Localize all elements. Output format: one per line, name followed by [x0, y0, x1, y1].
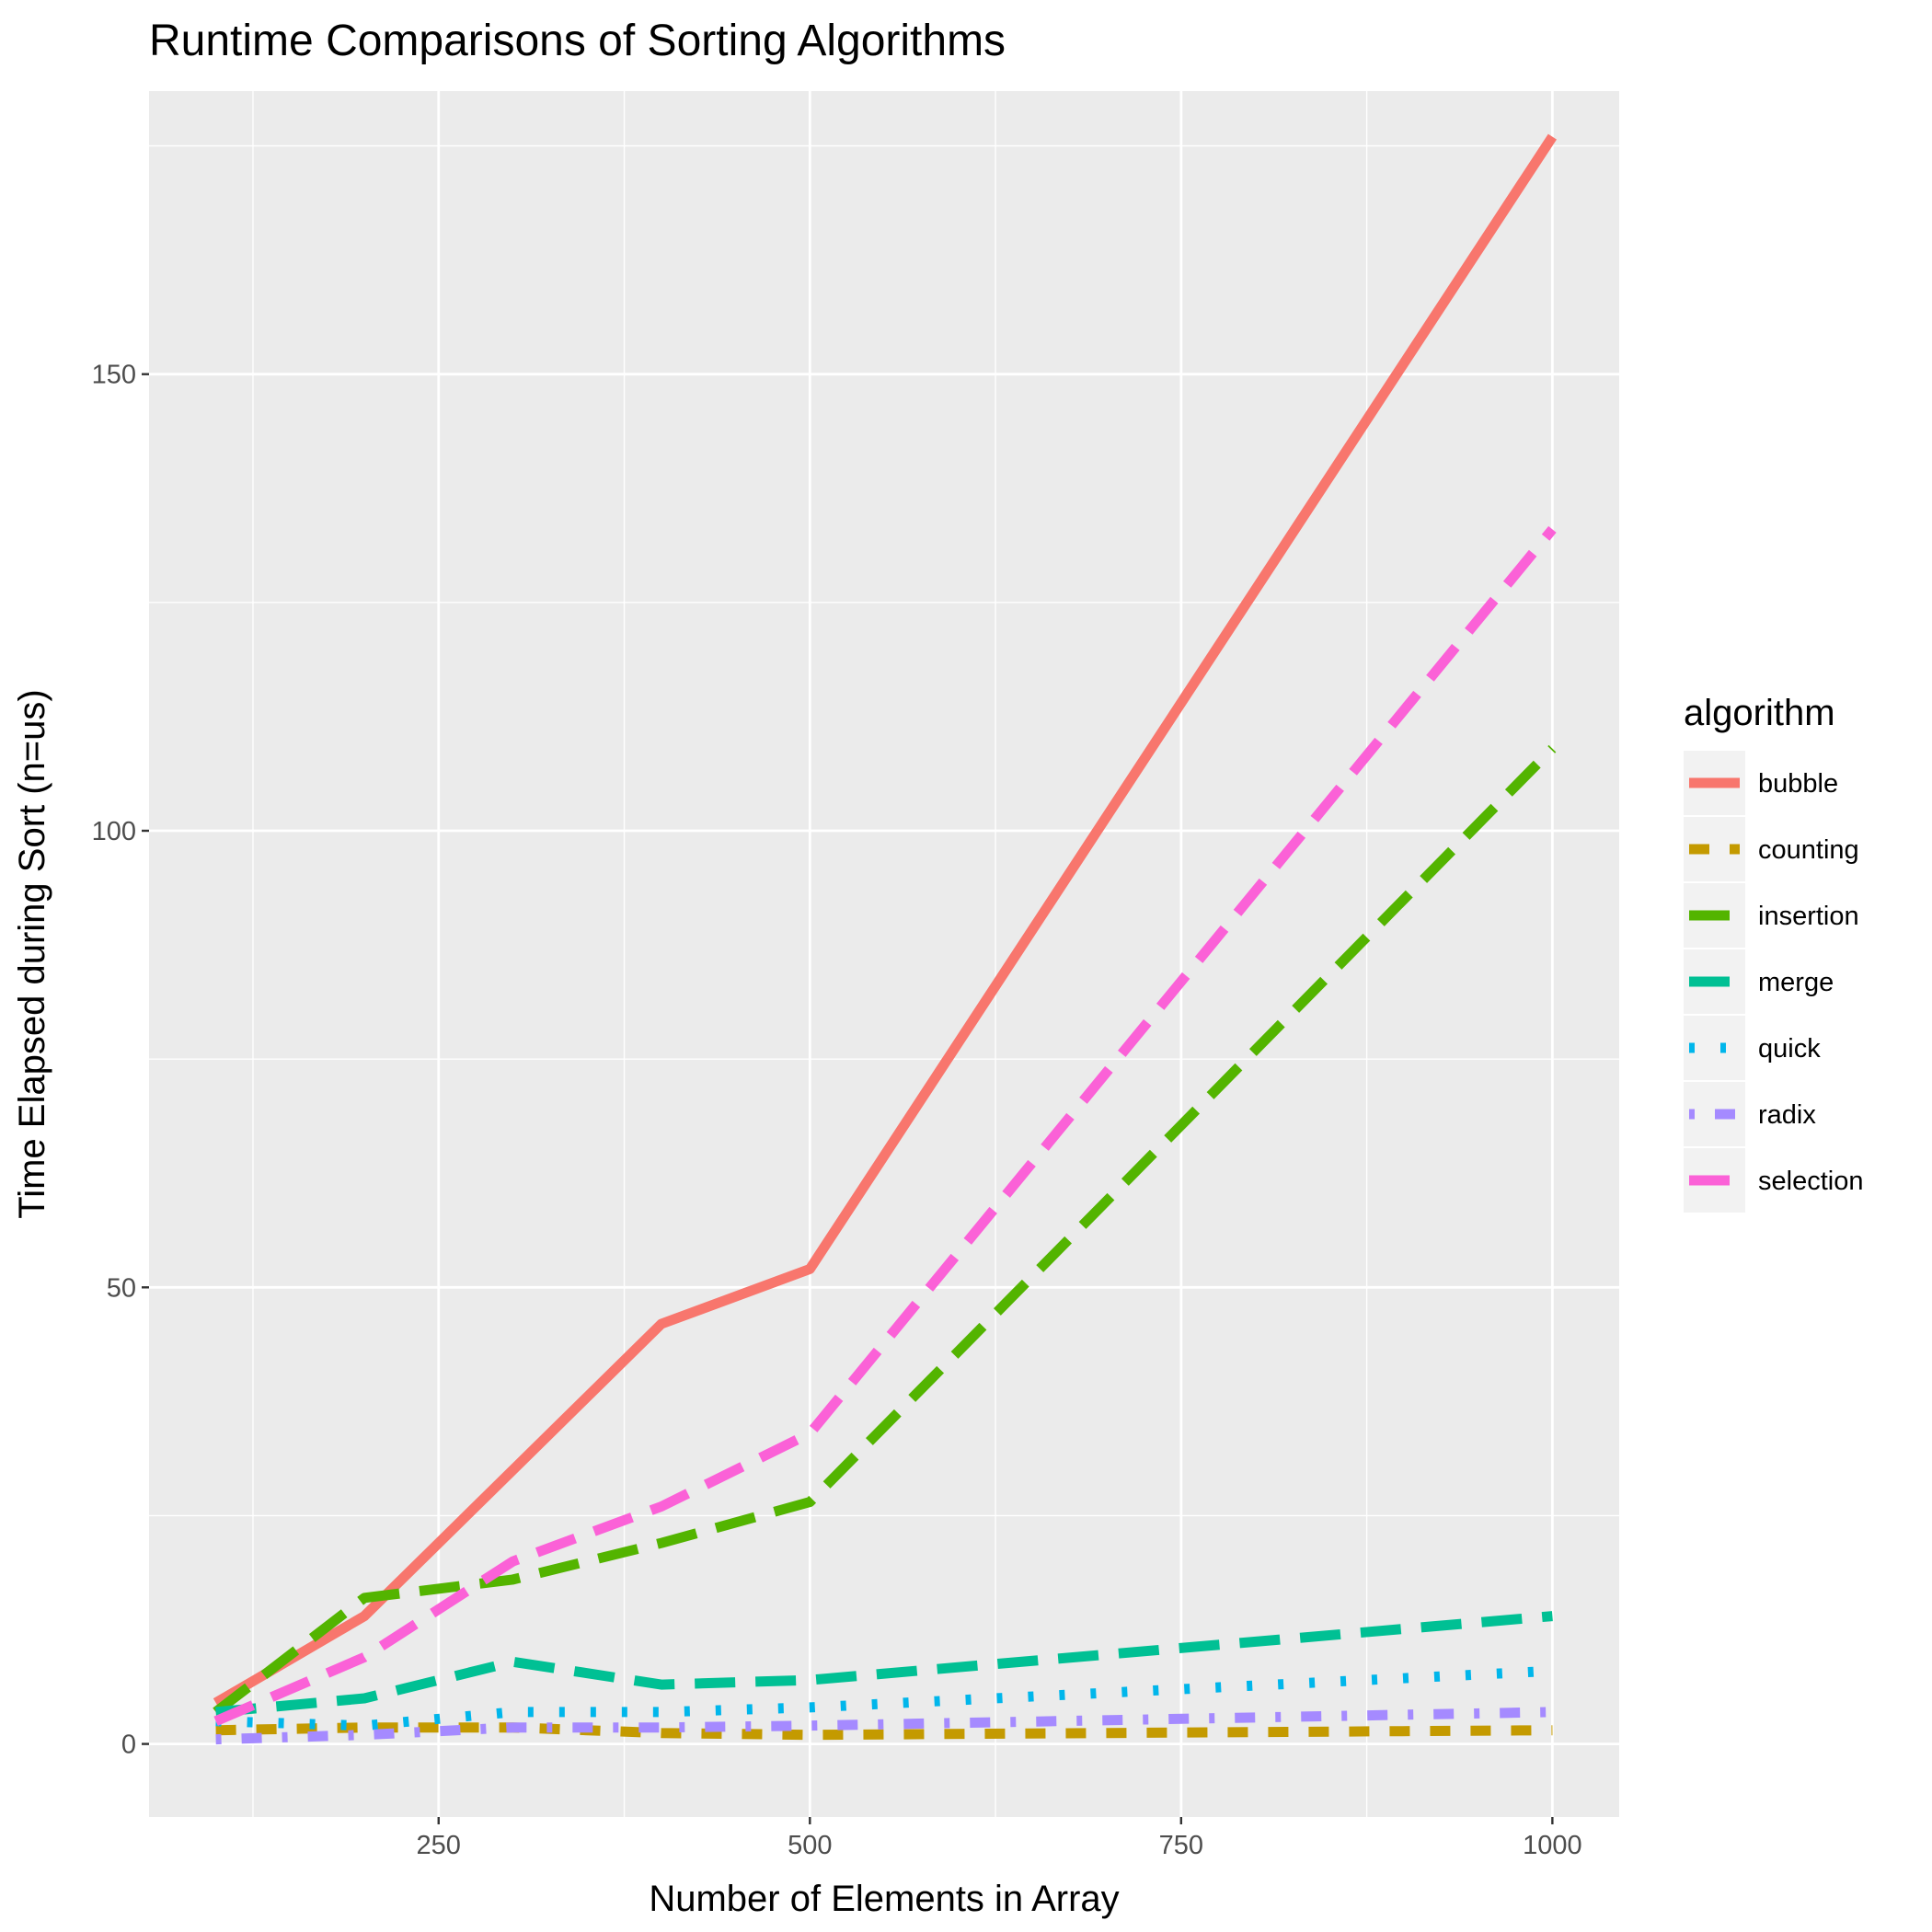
series-line-merge [215, 1611, 1553, 1718]
minor-gridlines [149, 91, 1619, 1817]
x-axis-title: Number of Elements in Array [649, 1879, 1119, 1919]
legend-label-selection: selection [1758, 1167, 1863, 1196]
legend-label-quick: quick [1758, 1034, 1821, 1064]
y-axis: 0 50 100 150 [92, 361, 149, 1760]
plot-panel [149, 91, 1619, 1817]
legend-item-bubble: bubble [1684, 751, 1838, 815]
legend-label-insertion: insertion [1758, 902, 1859, 931]
legend-item-insertion: insertion [1684, 883, 1859, 948]
x-tick-label: 750 [1159, 1831, 1203, 1860]
series-lines [213, 133, 1557, 1745]
legend-label-merge: merge [1758, 968, 1834, 997]
legend-item-radix: radix [1684, 1082, 1816, 1146]
chart-title: Runtime Comparisons of Sorting Algorithm… [149, 17, 1006, 65]
legend-label-counting: counting [1758, 835, 1859, 865]
series-line-radix [215, 1707, 1553, 1745]
legend-item-selection: selection [1684, 1148, 1863, 1213]
y-tick-label: 0 [121, 1731, 136, 1760]
y-tick-label: 50 [107, 1273, 136, 1303]
legend: algorithm bubble counting insertion merge qu… [1684, 693, 1863, 1213]
legend-label-radix: radix [1758, 1100, 1816, 1130]
legend-item-merge: merge [1684, 949, 1834, 1014]
major-gridlines [149, 91, 1619, 1817]
x-tick-label: 500 [788, 1831, 832, 1860]
y-tick-label: 100 [92, 817, 136, 846]
legend-label-bubble: bubble [1758, 769, 1838, 799]
x-tick-label: 1000 [1523, 1831, 1582, 1860]
y-tick-label: 150 [92, 361, 136, 390]
x-tick-label: 250 [417, 1831, 461, 1860]
series-line-bubble [213, 133, 1557, 1708]
legend-item-quick: quick [1684, 1016, 1821, 1080]
x-axis: 250 500 750 1000 [417, 1817, 1582, 1860]
legend-title: algorithm [1684, 693, 1835, 733]
series-line-insertion [213, 744, 1557, 1717]
series-line-selection [213, 525, 1557, 1726]
y-axis-title: Time Elapsed during Sort (n=us) [12, 689, 52, 1218]
legend-item-counting: counting [1684, 817, 1859, 881]
